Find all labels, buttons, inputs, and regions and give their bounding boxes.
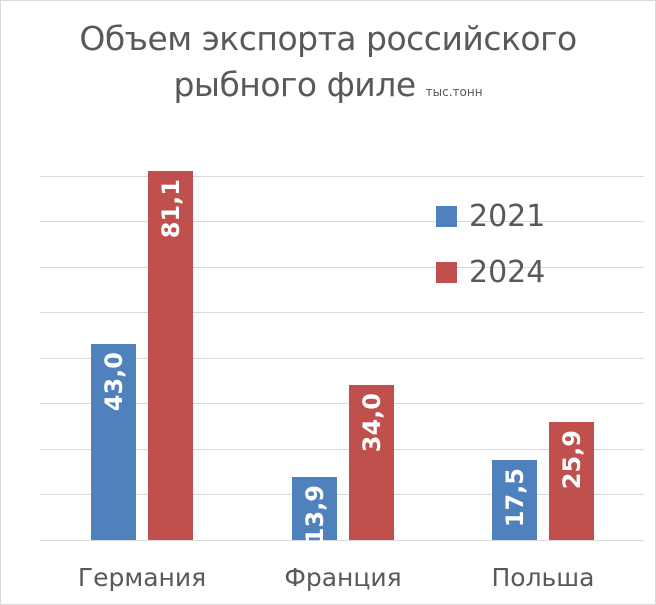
legend-swatch-icon [436, 205, 457, 227]
bar-2021-1: 13,9 [292, 476, 337, 544]
category-label: Польша [491, 563, 595, 592]
data-label: 13,9 [300, 484, 329, 544]
data-label: 81,1 [156, 178, 185, 238]
legend-label: 2024 [469, 254, 546, 290]
bar-2024-1: 34,0 [349, 385, 394, 540]
legend-item-2024: 2024 [436, 244, 545, 300]
category-label: Франция [284, 563, 402, 592]
title-line-2: рыбного филе тыс.тонн [173, 65, 483, 104]
gridline [40, 266, 644, 268]
gridline [40, 312, 644, 314]
plot-area: 43,0 81,1 13,9 34,0 17,5 25,9 [40, 130, 644, 544]
gridline [40, 221, 644, 223]
data-label: 34,0 [357, 393, 386, 453]
gridline [40, 175, 644, 177]
data-label: 25,9 [557, 430, 586, 490]
bar-2021-2: 17,5 [492, 460, 537, 540]
chart-title: Объем экспорта российского рыбного филе … [0, 16, 656, 115]
gridline [40, 357, 644, 359]
legend-label: 2021 [469, 198, 546, 234]
gridline [40, 403, 644, 405]
bar-2024-0: 81,1 [148, 170, 193, 540]
gridline [40, 494, 644, 496]
data-label: 43,0 [99, 352, 128, 412]
unit-label: тыс.тонн [425, 85, 483, 99]
legend-item-2021: 2021 [436, 188, 545, 244]
bar-2021-0: 43,0 [91, 344, 136, 540]
title-line-1: Объем экспорта российского [79, 19, 577, 58]
gridline [40, 448, 644, 450]
category-label: Германия [77, 563, 207, 592]
data-label: 17,5 [500, 468, 529, 528]
legend: 2021 2024 [436, 188, 545, 300]
gridline [40, 540, 644, 541]
legend-swatch-icon [436, 261, 457, 283]
bar-2024-2: 25,9 [549, 422, 594, 540]
